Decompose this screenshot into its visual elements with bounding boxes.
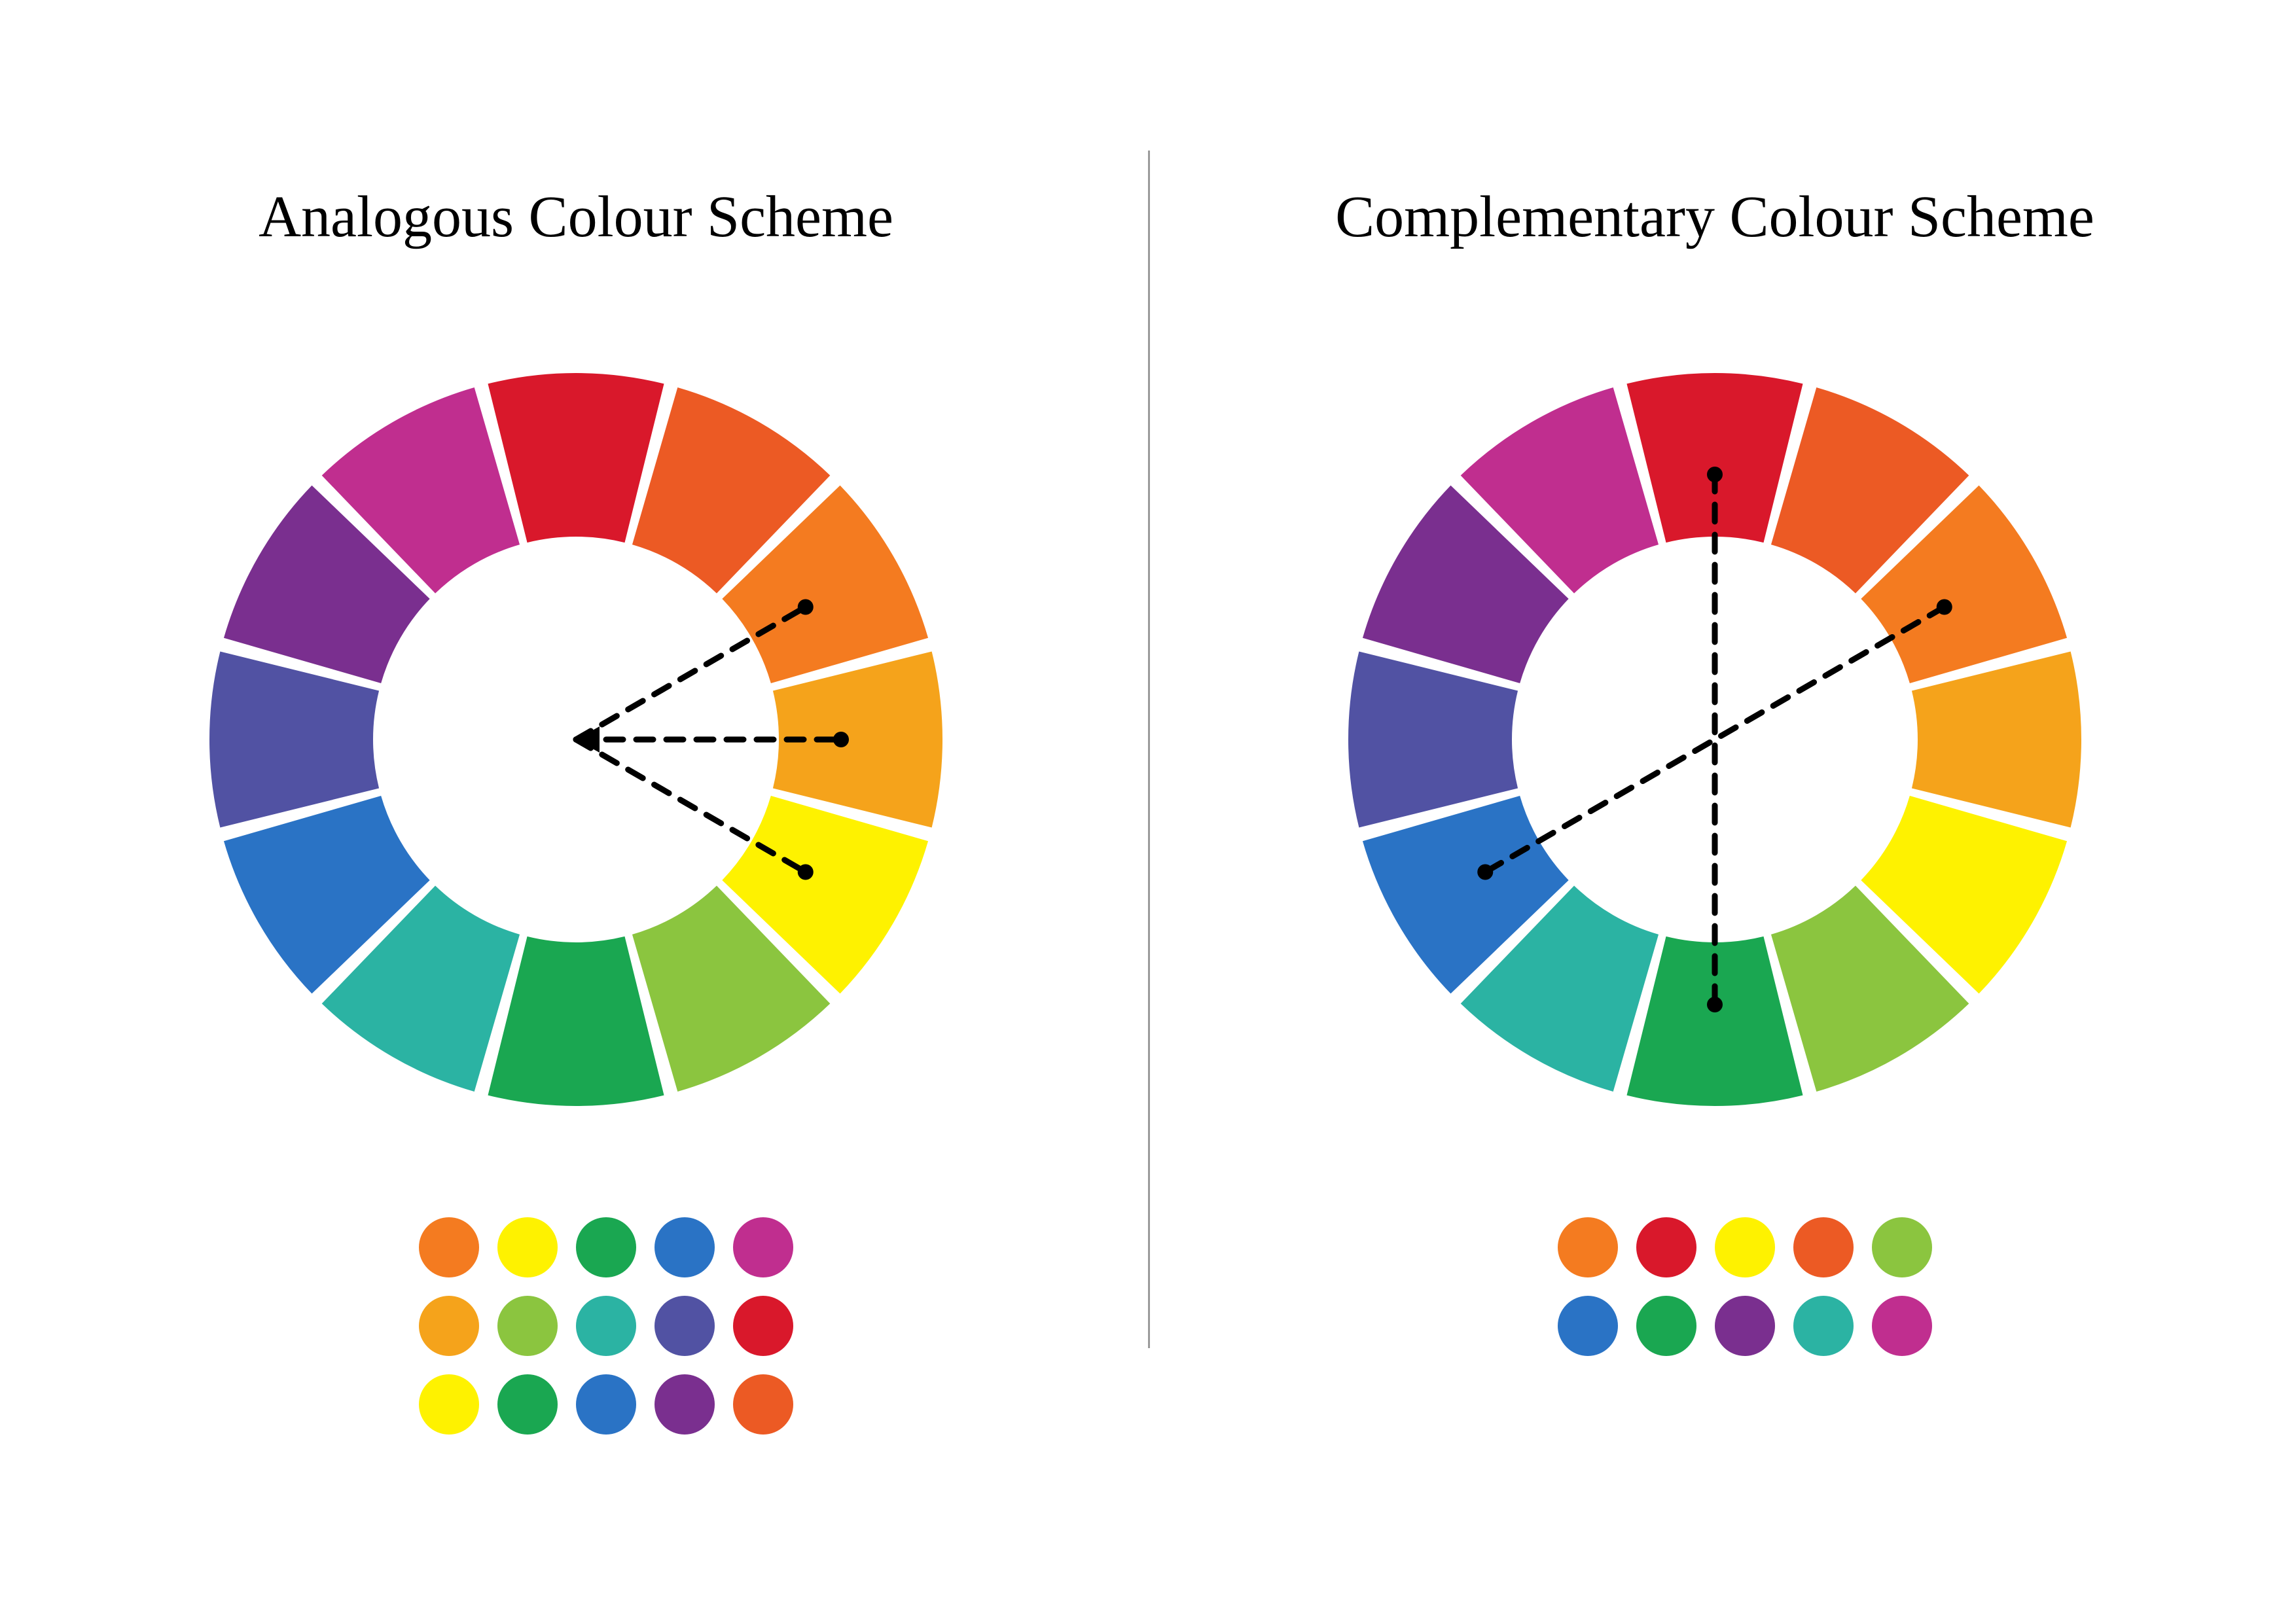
indicator-dot	[1937, 599, 1952, 615]
swatch-dot	[1636, 1217, 1696, 1277]
swatch-dot	[733, 1217, 793, 1277]
wheel-segment	[1348, 651, 1518, 827]
swatch-dot	[1793, 1217, 1854, 1277]
swatch-dot	[419, 1217, 479, 1277]
swatch-dot	[1793, 1296, 1854, 1356]
left-title: Analogous Colour Scheme	[259, 183, 893, 251]
swatch-dot	[1636, 1296, 1696, 1356]
swatch-dot	[576, 1217, 636, 1277]
indicator-dot	[1477, 865, 1493, 880]
swatch-row	[1558, 1296, 1932, 1356]
wheel-segment	[488, 936, 664, 1106]
center-divider	[1148, 151, 1150, 1348]
swatch-row	[1558, 1217, 1932, 1277]
swatch-row	[419, 1296, 793, 1356]
swatch-dot	[655, 1374, 715, 1435]
swatch-dot	[419, 1374, 479, 1435]
indicator-dot	[1707, 467, 1723, 482]
right-color-wheel	[1335, 360, 2094, 1119]
indicator-dot	[798, 599, 814, 615]
swatch-dot	[1715, 1296, 1775, 1356]
swatch-dot	[1872, 1296, 1932, 1356]
left-color-wheel	[196, 360, 956, 1119]
wheel-segment	[488, 373, 664, 543]
swatch-dot	[1558, 1296, 1618, 1356]
swatch-row	[419, 1217, 793, 1277]
indicator-dot	[833, 732, 849, 747]
swatch-dot	[655, 1217, 715, 1277]
swatch-dot	[497, 1374, 558, 1435]
wheel-segment	[209, 651, 379, 827]
swatch-dot	[1558, 1217, 1618, 1277]
right-swatch-grid	[1558, 1217, 1932, 1356]
swatch-dot	[419, 1296, 479, 1356]
indicator-line	[1485, 607, 1944, 872]
page: Analogous Colour Scheme Complementary Co…	[0, 0, 2296, 1623]
swatch-dot	[655, 1296, 715, 1356]
swatch-dot	[733, 1374, 793, 1435]
swatch-dot	[1715, 1217, 1775, 1277]
swatch-dot	[733, 1296, 793, 1356]
swatch-row	[419, 1374, 793, 1435]
wheel-segment	[1912, 651, 2081, 827]
swatch-dot	[576, 1296, 636, 1356]
swatch-dot	[497, 1296, 558, 1356]
indicator-dot	[798, 865, 814, 880]
left-swatch-grid	[419, 1217, 793, 1435]
right-title: Complementary Colour Scheme	[1335, 183, 2094, 251]
swatch-dot	[497, 1217, 558, 1277]
indicator-dot	[1707, 997, 1723, 1012]
swatch-dot	[1872, 1217, 1932, 1277]
swatch-dot	[576, 1374, 636, 1435]
